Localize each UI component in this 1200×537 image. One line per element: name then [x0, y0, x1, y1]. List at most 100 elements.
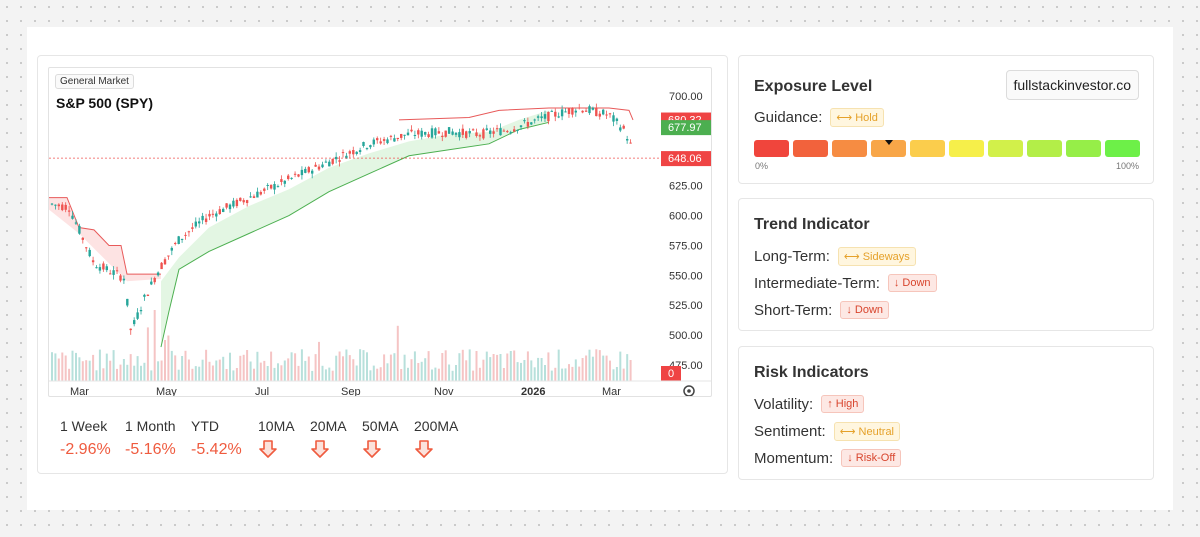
candle-body	[581, 110, 584, 113]
volume-bar	[273, 367, 276, 381]
volume-bar	[215, 360, 218, 381]
site-link-button[interactable]: fullstackinvestor.co	[1005, 70, 1139, 100]
volume-bar	[259, 362, 262, 381]
exposure-gauge	[754, 140, 1140, 158]
risk-label: Volatility:	[754, 395, 814, 413]
volume-bar	[496, 354, 499, 381]
volume-bar	[277, 363, 279, 381]
candle-body	[355, 151, 358, 154]
candle-body	[222, 208, 225, 212]
candle-body	[540, 116, 543, 119]
candle-body	[198, 221, 201, 224]
candle-body	[550, 110, 553, 112]
stat-value: -5.42%	[191, 441, 242, 458]
volume-bar	[468, 349, 471, 381]
guidance-badge: ⟷ Hold	[830, 108, 884, 127]
volume-bar	[513, 350, 516, 381]
candle-body	[444, 130, 447, 137]
candle-body	[232, 200, 235, 207]
candle-body	[204, 218, 208, 222]
candle-body	[160, 262, 163, 270]
volume-bar	[458, 353, 461, 381]
volume-bar	[615, 367, 618, 381]
volume-bar	[287, 358, 290, 381]
volume-bar	[355, 365, 358, 381]
candle-body	[156, 272, 160, 276]
candle-body	[406, 132, 410, 136]
candle-body	[495, 128, 499, 130]
candle-body	[259, 192, 262, 195]
candle-body	[461, 128, 464, 135]
volume-bar	[516, 362, 519, 381]
volume-bar	[489, 357, 492, 381]
volume-bar	[389, 354, 392, 381]
volume-bar	[338, 351, 341, 381]
stat-label: 200MA	[414, 418, 459, 434]
candle-body	[547, 111, 550, 122]
stat-label: YTD	[191, 418, 219, 434]
candle-body	[245, 200, 249, 203]
candle-body	[338, 160, 341, 162]
volume-bar	[441, 353, 444, 381]
volume-bar	[448, 364, 451, 381]
candle-body	[269, 184, 273, 189]
candle-body	[105, 266, 108, 271]
volume-bar	[331, 370, 334, 381]
candle-body	[499, 128, 502, 136]
candle-body	[588, 106, 591, 114]
gauge-segment	[754, 140, 789, 157]
volume-bar	[475, 351, 478, 381]
volume-bar	[253, 368, 255, 381]
candle-body	[471, 129, 475, 131]
x-axis-tick-label: Sep	[341, 386, 361, 397]
candle-body	[129, 328, 132, 331]
stat-value: -2.96%	[60, 441, 111, 458]
candle-body	[225, 203, 228, 208]
volume-bar	[626, 354, 629, 381]
candle-body	[218, 209, 221, 214]
candle-body	[191, 227, 194, 229]
risk-badge: ↓ Risk-Off	[841, 449, 902, 467]
volume-bar	[550, 370, 553, 381]
volume-bar	[51, 352, 53, 381]
candle-body	[506, 131, 509, 133]
volume-bar	[92, 354, 95, 381]
candle-body	[228, 204, 232, 210]
candle-body	[293, 173, 297, 175]
trend-badge: ⟷ Sideways	[837, 247, 916, 266]
volume-bar	[54, 353, 57, 381]
volume-bar	[444, 350, 447, 381]
volume-bar	[612, 369, 615, 381]
volume-bar	[75, 352, 77, 381]
candle-body	[290, 177, 293, 179]
volume-bar	[622, 368, 625, 381]
candle-body	[424, 132, 427, 135]
candle-body	[143, 294, 146, 297]
settings-gear-icon	[683, 385, 695, 396]
candle-body	[280, 179, 283, 182]
down-arrow-icon	[310, 439, 347, 464]
volume-bar	[369, 370, 372, 381]
volume-bar	[506, 353, 509, 381]
gauge-segment	[832, 140, 867, 157]
green-band-fill	[161, 110, 549, 348]
chart-svg: 700.00675.00650.00625.00600.00575.00550.…	[49, 91, 711, 397]
risk-label: Momentum:	[754, 449, 834, 467]
volume-bar	[177, 369, 180, 381]
candle-body	[482, 129, 485, 139]
stat-50ma: 50MA	[362, 418, 399, 464]
volume-bar	[297, 365, 300, 381]
volume-bar	[105, 353, 108, 381]
volume-bar	[328, 367, 331, 381]
candle-body	[513, 129, 516, 132]
volume-bar	[571, 366, 574, 381]
price-chart[interactable]: 700.00675.00650.00625.00600.00575.00550.…	[48, 67, 712, 397]
gauge-max-label: 100%	[1115, 161, 1139, 171]
candle-body	[57, 204, 60, 207]
candle-body	[283, 180, 286, 184]
volume-bar	[61, 352, 64, 381]
green-trailing-stop	[160, 121, 550, 348]
candle-body	[115, 270, 119, 272]
gauge-marker-icon	[885, 140, 894, 145]
candle-body	[605, 114, 608, 116]
